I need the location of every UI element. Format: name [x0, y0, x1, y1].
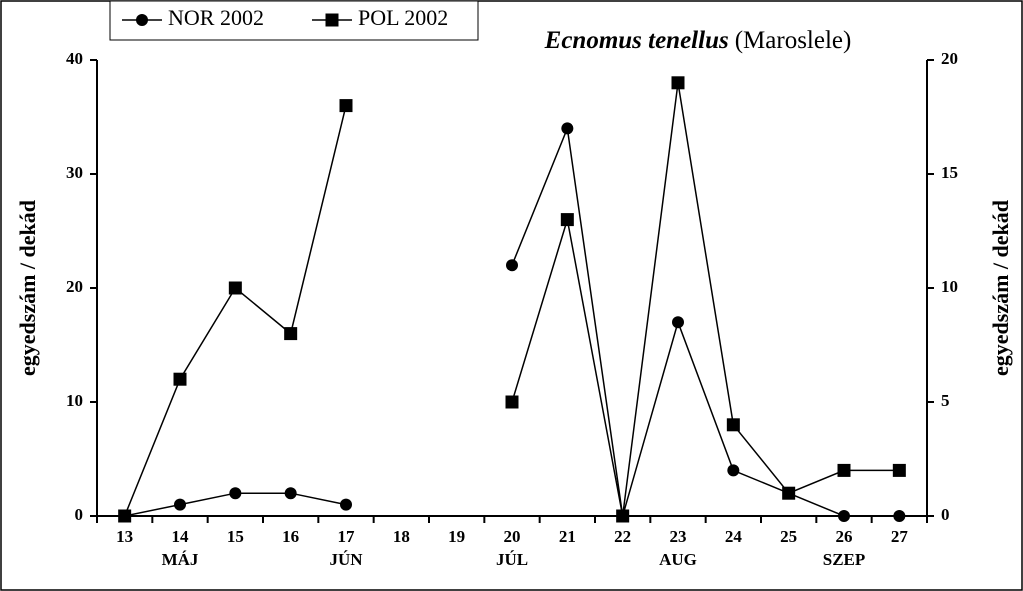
legend-label: NOR 2002	[168, 5, 264, 30]
data-point	[727, 464, 740, 477]
data-point	[228, 281, 242, 295]
y-tick-label: 10	[66, 391, 83, 410]
data-point	[782, 486, 796, 500]
data-point	[616, 509, 630, 523]
month-label: AUG	[659, 550, 697, 569]
data-point	[284, 327, 298, 341]
chart-title: Ecnomus tenellus (Maroslele)	[544, 27, 852, 54]
data-point	[118, 509, 132, 523]
y2-tick-label: 20	[941, 49, 958, 68]
data-point	[561, 122, 574, 135]
data-point	[284, 487, 297, 500]
y2-tick-label: 5	[941, 391, 950, 410]
data-point	[560, 213, 574, 227]
data-point	[726, 418, 740, 432]
data-point	[174, 498, 186, 511]
y-tick-label: 20	[66, 277, 83, 296]
x-tick-label: 17	[338, 527, 356, 546]
y-tick-label: 40	[66, 49, 83, 68]
x-tick-label: 23	[670, 527, 687, 546]
x-tick-label: 16	[282, 527, 299, 546]
legend-marker	[136, 14, 148, 26]
legend-marker	[325, 13, 339, 27]
legend-box	[109, 0, 479, 41]
x-tick-label: 27	[891, 527, 909, 546]
x-tick-label: 14	[172, 527, 190, 546]
x-tick-label: 15	[227, 527, 244, 546]
y2-axis-label: egyedszám / dekád	[988, 200, 1013, 376]
data-point	[339, 99, 353, 113]
month-label: JÚN	[329, 550, 363, 569]
x-tick-label: 13	[116, 527, 133, 546]
data-point	[505, 395, 519, 409]
data-point	[671, 76, 685, 90]
data-point	[506, 259, 518, 272]
y2-tick-label: 15	[941, 163, 958, 182]
y2-tick-label: 10	[941, 277, 958, 296]
x-tick-label: 24	[725, 527, 743, 546]
y2-tick-label: 0	[941, 505, 950, 524]
x-tick-label: 22	[614, 527, 631, 546]
x-tick-label: 21	[559, 527, 576, 546]
month-label: JÚL	[496, 550, 528, 569]
data-point	[892, 463, 906, 477]
data-point	[672, 316, 684, 329]
x-tick-label: 20	[504, 527, 521, 546]
title-location: (Maroslele)	[735, 27, 852, 54]
x-tick-label: 18	[393, 527, 410, 546]
legend-label: POL 2002	[358, 5, 448, 30]
x-tick-label: 25	[780, 527, 797, 546]
data-point	[837, 463, 851, 477]
data-point	[340, 498, 352, 511]
data-point	[838, 510, 850, 522]
data-point	[173, 372, 187, 386]
data-point	[229, 487, 242, 500]
data-point	[893, 510, 906, 522]
month-label: MÁJ	[162, 550, 199, 569]
x-tick-label: 19	[448, 527, 465, 546]
y-tick-label: 30	[66, 163, 83, 182]
y-axis-label: egyedszám / dekád	[15, 200, 40, 376]
month-label: SZEP	[823, 550, 866, 569]
x-tick-label: 26	[836, 527, 853, 546]
title-species: Ecnomus tenellus	[544, 27, 729, 54]
y-tick-label: 0	[75, 505, 84, 524]
